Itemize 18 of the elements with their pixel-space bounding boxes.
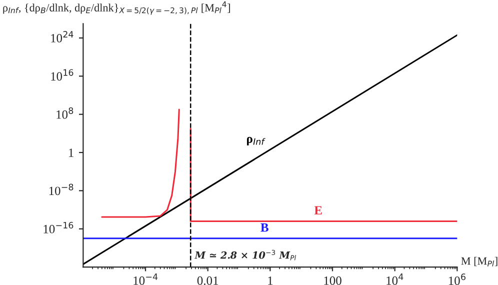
y-tick-label: 10$^{16}$ — [51, 69, 74, 81]
series-label: B — [260, 223, 268, 232]
y-tick-label: 10$^{−16}$ — [44, 222, 74, 234]
y-tick-label: 10$^{24}$ — [51, 31, 74, 42]
x-tick-label: 1 — [268, 276, 273, 285]
y-tick-label: 10$^{8}$ — [56, 107, 74, 119]
x-tick-label: 100 — [324, 276, 342, 285]
x-tick-label: 10$^{4}$ — [386, 274, 404, 285]
x-axis-title: M [M$_{Pl}$] — [461, 256, 498, 266]
series-label: E — [314, 206, 322, 214]
y-tick-label: 10$^{−8}$ — [49, 184, 74, 196]
series-label: ρ$_{Inf}$ — [246, 136, 266, 146]
ref-line-label: M ≃ 2.8 × 10$^{−3}$ M$_{Pl}$ — [194, 250, 296, 260]
x-tick-label: 10$^{−4}$ — [134, 274, 158, 285]
x-tick-label: 0.01 — [197, 276, 218, 285]
text: ρ$_{Inf}$, {dρ$_{B}$/dlnk, dρ$_{E}$/dlnk}$_{X=5/2(γ=−2,3),Pl}$ [M$_{Pl}$$^{4}$] — [3, 1, 230, 15]
y-tick-label: 1 — [68, 148, 74, 157]
x-tick-label: 10$^{6}$ — [448, 274, 466, 285]
